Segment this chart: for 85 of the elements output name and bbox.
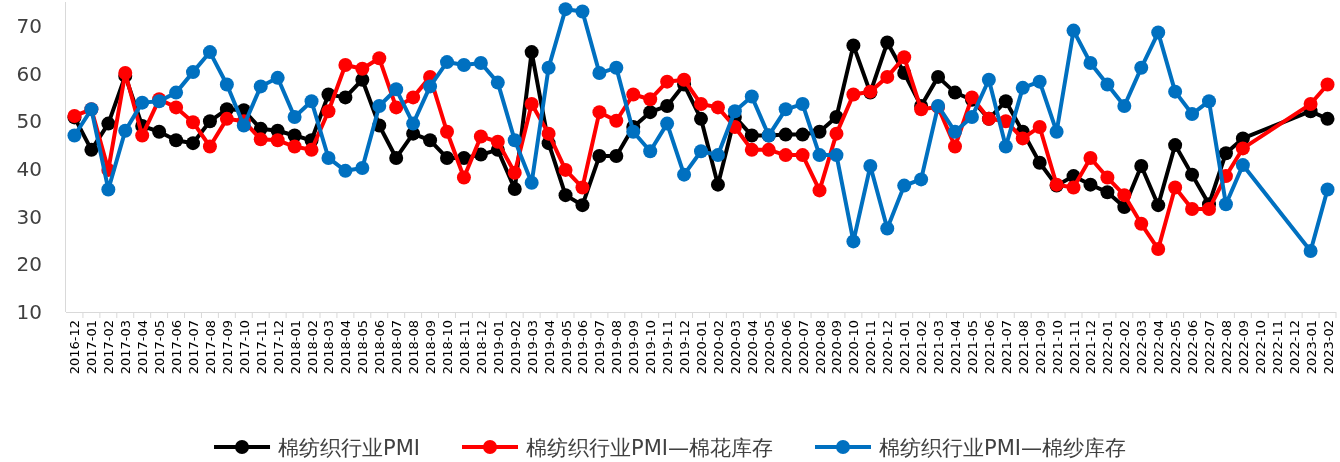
y-tick-label: 50 bbox=[16, 109, 42, 134]
x-tick-label: 2017-09 bbox=[219, 320, 235, 375]
x-tick-label: 2019-11 bbox=[660, 320, 676, 375]
x-tick-label: 2021-01 bbox=[897, 320, 913, 375]
x-tick-label: 2020-12 bbox=[880, 320, 896, 375]
x-tick-label: 2021-10 bbox=[1049, 320, 1065, 375]
x-tick-label: 2017-03 bbox=[118, 320, 134, 375]
x-tick-label: 2017-10 bbox=[236, 320, 252, 375]
x-tick-label: 2022-08 bbox=[1218, 320, 1234, 375]
x-tick-label: 2017-06 bbox=[169, 320, 185, 375]
x-tick-label: 2018-06 bbox=[372, 320, 388, 375]
x-tick-label: 2021-02 bbox=[914, 320, 930, 375]
x-tick-label: 2021-07 bbox=[998, 320, 1014, 375]
x-tick-label: 2021-04 bbox=[948, 320, 963, 375]
x-tick-label: 2020-03 bbox=[727, 320, 743, 375]
x-tick-label: 2019-06 bbox=[575, 320, 591, 375]
x-tick-label: 2018-09 bbox=[423, 320, 439, 375]
x-tick-label: 2020-02 bbox=[710, 320, 726, 375]
x-tick-label: 2017-04 bbox=[135, 320, 151, 375]
x-tick-label: 2022-06 bbox=[1185, 320, 1201, 375]
x-tick-label: 2017-12 bbox=[270, 320, 286, 375]
x-tick-label: 2019-04 bbox=[541, 320, 557, 375]
x-tick-label: 2021-09 bbox=[1032, 320, 1048, 375]
x-tick-label: 2019-10 bbox=[643, 320, 659, 375]
x-tick-label: 2020-11 bbox=[863, 320, 879, 375]
y-tick-label: 10 bbox=[16, 300, 42, 324]
x-tick-label: 2020-09 bbox=[829, 320, 845, 375]
x-tick-label: 2021-03 bbox=[931, 320, 947, 375]
y-tick-label: 40 bbox=[16, 156, 42, 181]
x-tick-label: 2022-03 bbox=[1134, 320, 1150, 375]
x-tick-label: 2018-08 bbox=[406, 320, 422, 375]
x-tick-label: 2022-10 bbox=[1252, 320, 1268, 375]
x-tick-label: 2021-12 bbox=[1083, 320, 1099, 375]
x-tick-label: 2020-08 bbox=[812, 320, 828, 375]
x-tick-label: 2018-02 bbox=[304, 320, 320, 375]
x-tick-label: 2019-08 bbox=[609, 320, 625, 375]
x-tick-label: 2018-04 bbox=[338, 320, 354, 375]
x-tick-label: 2021-08 bbox=[1015, 320, 1031, 375]
x-tick-label: 2022-04 bbox=[1151, 320, 1167, 375]
x-tick-label: 2022-12 bbox=[1286, 320, 1302, 375]
x-tick-label: 2017-11 bbox=[253, 320, 269, 375]
x-tick-label: 2020-01 bbox=[694, 320, 709, 375]
x-tick-label: 2017-05 bbox=[152, 320, 168, 375]
x-tick-label: 2016-12 bbox=[67, 320, 83, 375]
x-tick-label: 2017-02 bbox=[101, 320, 117, 375]
x-tick-label: 2019-12 bbox=[677, 320, 693, 375]
x-tick-label: 2018-03 bbox=[321, 320, 337, 375]
x-tick-label: 2020-07 bbox=[795, 320, 811, 375]
x-tick-label: 2023-01 bbox=[1303, 320, 1319, 375]
x-tick-label: 2018-10 bbox=[440, 320, 455, 375]
x-tick-label: 2019-02 bbox=[507, 320, 523, 375]
x-tick-label: 2021-05 bbox=[964, 320, 980, 375]
x-tick-label: 2018-12 bbox=[473, 320, 489, 375]
x-tick-label: 2017-08 bbox=[202, 320, 218, 375]
legend-label: 棉纺织行业PMI—棉纱库存 bbox=[878, 436, 1126, 460]
x-tick-label: 2019-09 bbox=[626, 320, 642, 375]
x-tick-label: 2022-01 bbox=[1100, 320, 1116, 375]
x-tick-label: 2020-04 bbox=[744, 320, 760, 375]
x-tick-label: 2022-07 bbox=[1202, 320, 1217, 375]
y-tick-label: 70 bbox=[16, 13, 42, 38]
x-tick-label: 2022-11 bbox=[1269, 320, 1285, 375]
x-tick-label: 2021-06 bbox=[981, 320, 997, 375]
x-tick-label: 2019-01 bbox=[490, 320, 506, 375]
x-tick-label: 2022-02 bbox=[1117, 320, 1133, 375]
legend-label: 棉纺织行业PMI bbox=[278, 436, 421, 460]
x-tick-label: 2018-01 bbox=[287, 320, 303, 375]
x-tick-label: 2023-02 bbox=[1320, 320, 1336, 375]
x-tick-label: 2019-07 bbox=[592, 320, 608, 375]
x-tick-label: 2022-09 bbox=[1235, 320, 1251, 375]
x-tick-label: 2020-06 bbox=[778, 320, 794, 375]
y-tick-label: 30 bbox=[16, 204, 42, 229]
y-tick-label: 20 bbox=[16, 252, 42, 277]
x-tick-label: 2021-11 bbox=[1066, 320, 1082, 375]
x-tick-label: 2022-05 bbox=[1168, 320, 1184, 375]
legend-label: 棉纺织行业PMI—棉花库存 bbox=[526, 436, 773, 460]
y-tick-label: 60 bbox=[16, 61, 42, 86]
x-tick-label: 2018-11 bbox=[456, 320, 472, 375]
x-tick-label: 2020-05 bbox=[761, 320, 777, 375]
x-tick-label: 2019-03 bbox=[524, 320, 540, 375]
x-tick-label: 2018-05 bbox=[355, 320, 371, 375]
x-tick-label: 2018-07 bbox=[389, 320, 405, 375]
x-tick-label: 2017-01 bbox=[84, 320, 100, 375]
x-tick-label: 2017-07 bbox=[186, 320, 201, 375]
x-tick-label: 2020-10 bbox=[846, 320, 862, 375]
x-tick-label: 2019-05 bbox=[558, 320, 574, 375]
